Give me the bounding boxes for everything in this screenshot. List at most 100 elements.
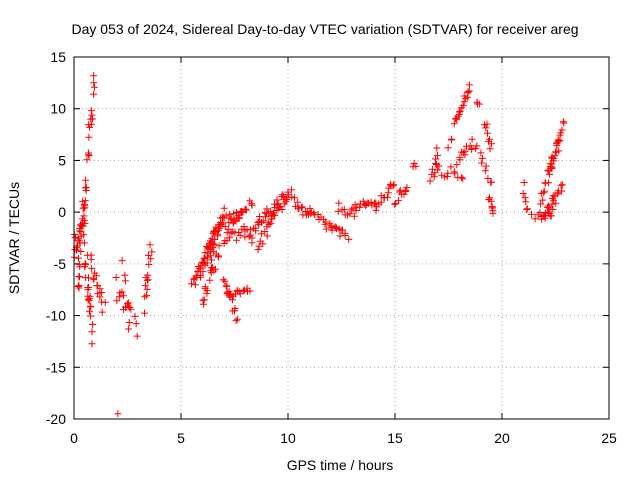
data-point: [203, 287, 211, 295]
data-point: [434, 166, 442, 174]
data-point: [282, 195, 290, 203]
data-point: [76, 227, 84, 235]
data-point: [241, 233, 249, 241]
y-tick-label: 5: [58, 152, 66, 168]
data-point: [248, 200, 255, 208]
data-point: [131, 312, 139, 320]
data-point: [473, 142, 481, 150]
x-tick-label: 15: [387, 430, 403, 446]
data-point: [85, 149, 93, 157]
data-point: [85, 284, 92, 291]
data-point: [201, 283, 209, 291]
data-point: [455, 111, 463, 118]
data-point: [450, 120, 458, 128]
data-point: [541, 214, 549, 222]
data-point: [126, 304, 134, 311]
data-point: [88, 340, 96, 348]
data-point: [196, 271, 204, 279]
data-point: [346, 210, 354, 218]
data-point: [112, 274, 120, 281]
data-point: [214, 253, 222, 261]
data-point: [143, 291, 151, 299]
data-point: [552, 199, 560, 207]
data-point: [478, 159, 486, 167]
data-point: [434, 151, 441, 159]
data-point: [86, 292, 94, 300]
data-point: [225, 211, 233, 219]
data-point: [229, 219, 237, 227]
data-point: [522, 198, 530, 206]
data-point: [359, 197, 367, 205]
data-point: [264, 218, 272, 226]
data-point: [454, 112, 462, 120]
data-point: [85, 133, 93, 141]
data-point: [212, 265, 219, 273]
data-point: [133, 332, 141, 340]
data-point: [335, 199, 343, 207]
data-point: [331, 223, 339, 231]
data-point: [263, 232, 271, 240]
data-point: [251, 224, 259, 232]
data-point: [403, 183, 411, 191]
data-point: [384, 189, 392, 197]
y-tick-label: 15: [50, 49, 66, 65]
data-point: [240, 223, 248, 230]
x-tick-label: 5: [177, 430, 185, 446]
y-tick-label: 0: [58, 204, 66, 220]
data-point: [96, 293, 104, 301]
data-point: [79, 204, 87, 212]
data-point: [435, 162, 443, 170]
data-point: [203, 243, 211, 250]
data-point: [444, 144, 452, 152]
data-point: [481, 167, 489, 175]
data-point: [96, 285, 104, 293]
grid-layer: [74, 57, 609, 419]
data-point: [233, 209, 241, 217]
data-point: [391, 200, 399, 208]
points-layer: [70, 72, 568, 418]
data-point: [523, 205, 531, 213]
data-point: [484, 175, 492, 182]
data-point: [356, 203, 364, 211]
data-point: [227, 214, 235, 222]
data-point: [475, 100, 483, 108]
data-point: [438, 171, 446, 179]
data-point: [268, 215, 276, 223]
data-point: [114, 410, 122, 418]
data-point: [258, 219, 266, 226]
data-point: [271, 211, 279, 219]
data-point: [195, 264, 203, 272]
data-point: [85, 274, 92, 282]
data-point: [555, 147, 563, 155]
data-point: [298, 204, 305, 212]
data-point: [544, 203, 551, 211]
data-point: [546, 170, 554, 178]
data-point: [143, 285, 151, 293]
data-point: [372, 199, 380, 207]
data-point: [444, 169, 452, 177]
data-point: [261, 228, 269, 235]
data-point: [121, 271, 129, 279]
data-point: [465, 81, 473, 89]
data-point: [430, 173, 438, 181]
data-point: [557, 129, 565, 137]
data-point: [220, 204, 228, 212]
data-point: [199, 268, 207, 276]
data-point: [458, 173, 466, 181]
data-point: [210, 228, 218, 236]
y-tick-label: -5: [54, 256, 67, 272]
data-point: [233, 236, 240, 244]
data-point: [428, 165, 436, 173]
y-tick-label: -20: [46, 411, 66, 427]
data-point: [88, 264, 96, 272]
data-point: [231, 217, 239, 225]
data-point: [87, 107, 95, 115]
data-point: [145, 261, 153, 268]
data-point: [395, 197, 402, 205]
data-point: [531, 215, 539, 223]
data-point: [544, 167, 552, 175]
data-point: [80, 200, 88, 208]
data-point: [248, 234, 256, 242]
data-point: [231, 305, 239, 312]
data-point: [547, 212, 555, 220]
